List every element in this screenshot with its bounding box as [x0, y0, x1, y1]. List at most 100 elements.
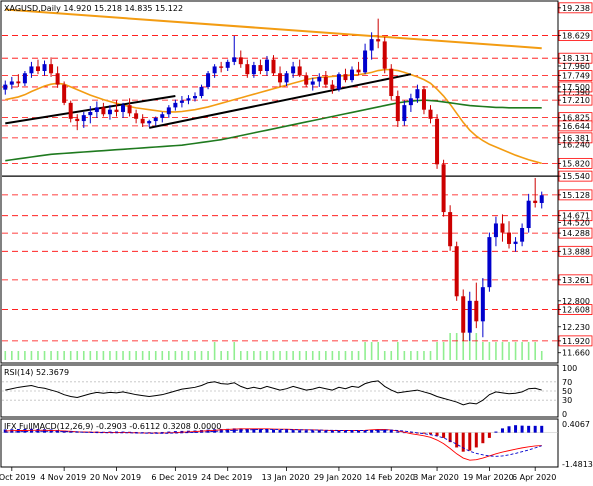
price-tick-label: 19.238 [562, 4, 590, 13]
volume-bar [514, 342, 517, 360]
time-tick-label: 14 Feb 2020 [365, 473, 415, 482]
price-tick-label: 12.800 [562, 297, 590, 306]
candle-body [474, 300, 479, 322]
candle-body [173, 102, 178, 108]
volume-bar [429, 351, 432, 360]
candle-body [121, 105, 126, 112]
candle-body [264, 59, 269, 71]
price-tick-label: 11.660 [562, 349, 590, 358]
price-tick-label: 13.261 [562, 276, 590, 285]
volume-bar [534, 342, 536, 360]
price-tick-label: 14.288 [562, 229, 590, 238]
rsi-tick-label: 100 [562, 364, 577, 373]
volume-bar [253, 351, 255, 360]
volume-bar [521, 342, 523, 360]
candle-body [153, 117, 158, 122]
volume-bar [89, 351, 92, 360]
time-tick-label: 19 Mar 2020 [463, 473, 514, 482]
candle-body [421, 89, 426, 110]
time-tick-label: 6 Dec 2019 [151, 473, 197, 482]
macd-histogram-bar [232, 428, 236, 433]
candle-body [408, 98, 413, 106]
macd-histogram-bar [514, 425, 518, 433]
volume-bar [462, 324, 465, 360]
time-tick-label: 20 Nov 2019 [90, 473, 141, 482]
volume-bar [148, 351, 150, 360]
volume-bar [239, 351, 242, 360]
price-tick-label: 14.520 [562, 219, 590, 228]
volume-histogram [4, 324, 543, 360]
volume-bar [266, 351, 268, 360]
trendline [148, 73, 412, 129]
macd-histogram-bar [141, 432, 145, 433]
price-tick-label: 15.820 [562, 159, 590, 168]
volume-bar [213, 342, 216, 360]
volume-bar [305, 351, 308, 360]
candle-body [336, 74, 341, 90]
candle-body [454, 246, 459, 297]
price-tick-label: 18.629 [562, 32, 590, 41]
macd-histogram-bar [343, 430, 347, 433]
price-tick-label: 17.210 [562, 96, 590, 105]
candle-body [389, 68, 394, 97]
macd-histogram-bar [448, 432, 452, 443]
candle-body [304, 75, 309, 85]
candle-body [317, 76, 322, 82]
macd-histogram-bar [461, 432, 465, 452]
volume-bar [501, 342, 504, 360]
rsi-line [5, 380, 542, 406]
candle-body [415, 89, 420, 99]
candle-body [258, 65, 263, 71]
volume-bar [246, 351, 249, 360]
macd-histogram-bar [291, 430, 295, 433]
macd-histogram-bar [527, 425, 531, 433]
macd-histogram-bar [487, 432, 491, 438]
macd-histogram-bar [442, 432, 446, 438]
volume-bar [488, 342, 491, 360]
macd-histogram-bar [36, 429, 40, 433]
volume-bar [17, 351, 20, 360]
candle-body [9, 81, 14, 85]
price-tick-label: 16.240 [562, 140, 590, 149]
volume-bar [122, 351, 124, 360]
volume-bar [508, 342, 510, 360]
volume-bar [56, 351, 59, 360]
macd-histogram-bar [363, 430, 367, 433]
macd-histogram-bar [500, 428, 504, 433]
price-tick-label: 11.920 [562, 337, 590, 346]
candle-body [480, 287, 485, 322]
macd-histogram-bar [429, 432, 433, 435]
volume-bar [279, 351, 281, 360]
candle-body [291, 66, 296, 74]
macd-histogram-bar [245, 428, 249, 433]
candle-body [49, 64, 54, 74]
candle-body [94, 107, 99, 112]
volume-bar [390, 351, 393, 360]
volume-bar [410, 351, 412, 360]
candlesticks [3, 18, 544, 341]
main-chart-title: XAGUSD,Daily 14.920 15.218 14.835 15.122 [4, 4, 183, 13]
macd-histogram-bar [520, 425, 524, 433]
volume-bar [357, 351, 360, 360]
macd-histogram-bar [285, 430, 289, 433]
time-tick-label: 3 Mar 2020 [413, 473, 459, 482]
macd-histogram-bar [278, 430, 282, 433]
volume-bar [174, 351, 177, 360]
volume-bar [495, 342, 497, 360]
volume-bar [63, 351, 65, 360]
candle-body [22, 73, 27, 84]
macd-histogram-bar [396, 431, 400, 433]
candle-body [461, 296, 466, 333]
candle-body [134, 113, 139, 119]
time-tick-label: 6 Apr 2020 [512, 473, 556, 482]
volume-bar [468, 333, 471, 360]
moving-averages [5, 68, 542, 165]
volume-bar [4, 351, 7, 360]
macd-panel: 0.4067 -1.4813 [2, 420, 593, 469]
price-tick-label: 17.749 [562, 72, 590, 81]
candle-body [441, 164, 446, 213]
macd-histogram-bar [258, 429, 262, 433]
trendline [5, 8, 542, 50]
candle-body [88, 111, 93, 116]
